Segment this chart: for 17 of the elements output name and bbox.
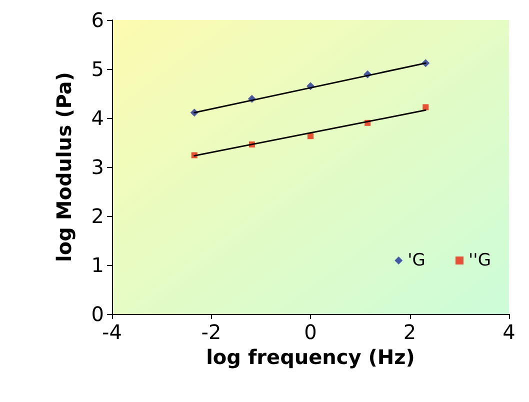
x-tick-label: 2: [403, 320, 416, 344]
legend-label: 'G: [408, 250, 426, 270]
legend-label: ''G: [468, 250, 492, 270]
y-tick-label: 1: [91, 253, 104, 277]
y-tick-label: 5: [91, 57, 104, 81]
x-tick-label: -2: [201, 320, 222, 344]
point: [422, 104, 429, 110]
y-tick-label: 6: [91, 8, 104, 32]
y-tick-label: 4: [91, 106, 104, 130]
y-tick-label: 0: [91, 302, 104, 326]
x-axis-title: log frequency (Hz): [206, 344, 415, 369]
y-tick-label: 2: [91, 204, 104, 228]
y-tick-label: 3: [91, 155, 104, 179]
x-tick-label: -4: [102, 320, 122, 344]
x-tick-label: 0: [304, 320, 317, 344]
x-tick-label: 4: [502, 320, 516, 344]
y-axis-title: log Modulus (Pa): [52, 72, 76, 262]
